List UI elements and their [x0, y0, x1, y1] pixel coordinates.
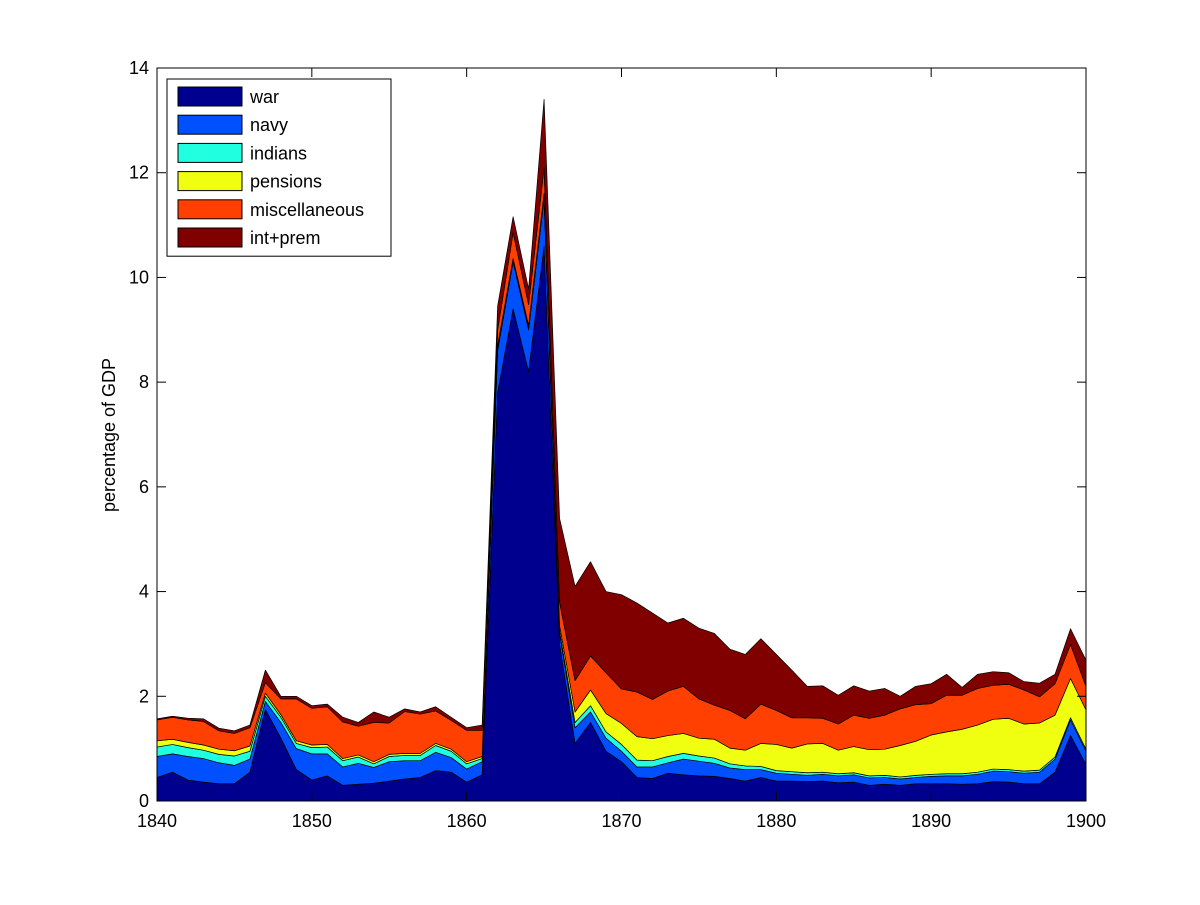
x-tick-label: 1880: [756, 811, 796, 831]
x-tick-label: 1860: [447, 811, 487, 831]
legend-label: pensions: [250, 172, 322, 192]
y-tick-label: 0: [139, 791, 149, 811]
legend-label: indians: [250, 143, 307, 163]
x-tick-label: 1870: [601, 811, 641, 831]
legend-swatch: [177, 199, 243, 220]
x-tick-label: 1840: [137, 811, 177, 831]
legend-label: navy: [250, 115, 288, 135]
legend-box: [166, 78, 392, 257]
y-tick-label: 6: [139, 477, 149, 497]
ticks-layer: 1840 1850 1860 1870 1880 1890 1900 0 2 4 6 8 10 12 14: [129, 58, 1106, 831]
legend-swatch: [177, 142, 243, 163]
legend-swatch: [177, 171, 243, 192]
legend-label: miscellaneous: [250, 200, 364, 220]
y-tick-label: 12: [129, 163, 149, 183]
legend-swatch: [177, 86, 243, 107]
legend-label: war: [249, 87, 279, 107]
y-tick-label: 14: [129, 58, 149, 78]
y-axis-label: percentage of GDP: [99, 358, 119, 512]
y-tick-label: 10: [129, 267, 149, 287]
legend-label: int+prem: [250, 228, 321, 248]
y-tick-label: 8: [139, 372, 149, 392]
y-tick-label: 2: [139, 686, 149, 706]
legend-swatch: [177, 227, 243, 248]
x-tick-label: 1850: [292, 811, 332, 831]
y-tick-label: 4: [139, 582, 149, 602]
legend: war navy indians pensions miscellaneous int+p…: [166, 78, 392, 257]
x-tick-label: 1890: [911, 811, 951, 831]
x-tick-label: 1900: [1066, 811, 1106, 831]
legend-swatch: [177, 114, 243, 135]
